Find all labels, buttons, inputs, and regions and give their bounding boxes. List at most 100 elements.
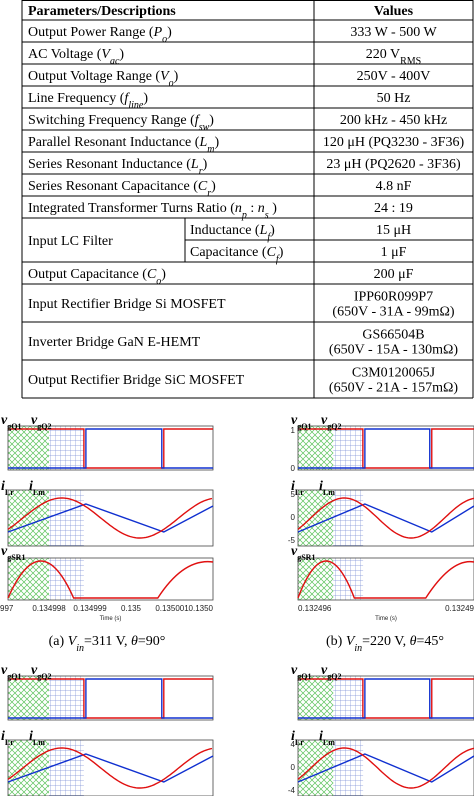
description-cell: Input LC Filter [28,234,113,249]
text-segment: i [29,729,33,744]
text-segment: Inductance ( [190,223,260,238]
text-segment: : [247,201,258,216]
description-cell: Parallel Resonant Inductance (Lm) [28,135,219,155]
value-cell: GS66504B [362,328,424,343]
description-cell: AC Voltage (Vac) [28,47,124,67]
zone-grid [333,676,364,720]
description-cell: Output Capacitance (Co) [28,267,166,287]
gate-q2 [298,428,474,469]
text-segment: Lm [33,738,45,747]
signal-label: vgQ1 [291,413,311,431]
text-segment: p [241,210,247,221]
gate-q1 [8,678,213,719]
text-segment: ) [203,157,208,172]
text-segment: Lr [295,488,304,497]
text-segment: =45° [417,634,445,649]
text-segment: gQ1 [297,672,311,681]
text-segment: 23 μH (PQ2620 - 3F36) [326,157,461,172]
text-segment: ) [161,267,166,282]
text-segment: v [1,413,8,428]
text-segment: θ [410,634,417,649]
text-segment: Input Rectifier Bridge Si MOSFET [28,297,226,312]
text-segment: C [267,245,277,260]
signal-label: vgSR1 [291,544,315,562]
gate-q1 [298,428,474,469]
zone-hatch [298,490,334,546]
text-segment: Output Capacitance ( [28,267,147,282]
value-cell: 333 W - 500 W [350,25,437,40]
text-segment: Lr [5,488,14,497]
description-cell: Output Rectifier Bridge SiC MOSFET [28,373,245,388]
text-segment: Output Rectifier Bridge SiC MOSFET [28,373,245,388]
plot-frame [297,425,474,471]
text-segment: θ [131,634,138,649]
plot-frame [7,489,214,547]
text-segment: =90° [138,634,166,649]
text-segment: V [160,69,170,84]
description-cell: Switching Frequency Range (fsw) [28,113,214,133]
text-segment: m [207,144,214,155]
value-cell: 250V - 400V [357,69,431,84]
zone-hatch [298,740,334,796]
x-tick-label: 0.135001 [155,604,189,613]
value-cell: (650V - 21A - 157mΩ) [329,381,458,396]
text-segment: o [162,34,167,45]
header-cell: Parameters/Descriptions [28,4,176,19]
current-lr [297,747,474,789]
text-segment: Output Voltage Range ( [28,69,160,84]
text-segment: ) [211,179,216,194]
plot-frame [7,425,214,471]
y-tick-label: 5 [291,490,296,499]
description-cell: Input Rectifier Bridge Si MOSFET [28,297,226,312]
text-segment: 24 : 19 [374,201,413,216]
text-segment: ) [269,201,278,216]
plot-frame [297,557,474,601]
text-segment: f [276,254,280,265]
text-segment: i [29,479,33,494]
value-cell: (650V - 15A - 130mΩ) [329,343,458,358]
text-segment: i [319,479,323,494]
plot-frame [297,489,474,547]
text-segment: gQ2 [37,422,51,431]
text-segment: Inverter Bridge GaN E-HEMT [28,335,201,350]
signal-label: vgQ2 [31,663,51,681]
description-cell: Inductance (Lf) [190,223,275,243]
text-segment: V [68,634,78,649]
text-segment: v [1,794,8,796]
text-segment: IPP60R099P7 [354,290,433,305]
y-tick-label: 0 [291,513,296,522]
text-segment: line [128,100,144,111]
current-lm [297,503,474,533]
text-segment: v [31,663,38,678]
gate-q2 [8,678,213,719]
y-tick-label: 0 [291,763,296,772]
text-segment: (650V - 21A - 157mΩ) [329,381,458,396]
x-tick-label: 0.13249 [445,604,474,613]
current-lm [7,753,214,783]
text-segment: v [321,413,328,428]
y-tick-label: 0 [291,464,296,473]
value-cell: 1 μF [381,245,407,260]
text-segment: Lr [5,738,14,747]
text-segment: Switching Frequency Range ( [28,113,195,128]
signal-label: iLr [291,479,304,497]
text-segment: i [319,729,323,744]
gate-sr1 [297,560,474,599]
x-tick-label: 0.134999 [73,604,107,613]
plot-frame [297,739,474,796]
text-segment: f [195,113,201,128]
text-segment: C3M0120065J [352,366,436,381]
value-cell: 120 μH (PQ3230 - 3F36) [323,135,465,150]
text-segment: P [153,25,163,40]
text-segment: (650V - 31A - 99mΩ) [332,305,454,320]
description-cell: Series Resonant Capacitance (Cr) [28,179,216,199]
text-segment: Lm [323,488,335,497]
x-tick-label: 997 [0,604,14,613]
signal-label: iLm [319,729,335,747]
text-segment: L [259,223,268,238]
description-cell: Output Power Range (Po) [28,25,172,45]
signal-label: vgQ1 [1,663,21,681]
